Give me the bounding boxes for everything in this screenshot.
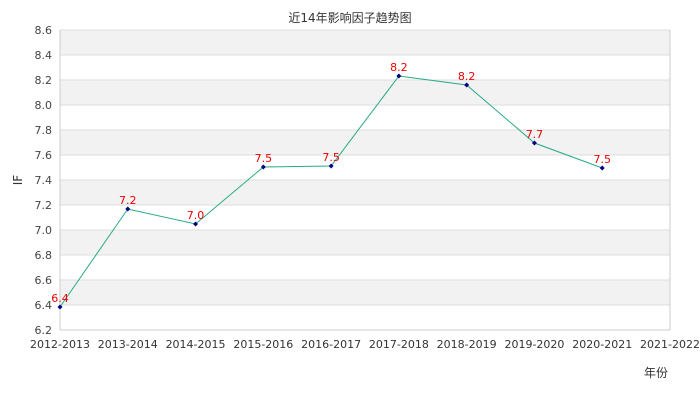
background-band bbox=[60, 180, 670, 205]
data-label: 8.2 bbox=[458, 70, 476, 83]
y-tick-label: 8.4 bbox=[35, 49, 53, 62]
background-band bbox=[60, 105, 670, 130]
y-tick-label: 8.0 bbox=[35, 99, 53, 112]
y-tick-label: 7.6 bbox=[35, 149, 53, 162]
background-band bbox=[60, 255, 670, 280]
x-tick-label: 2015-2016 bbox=[233, 338, 293, 351]
y-axis-label: IF bbox=[11, 175, 25, 186]
data-label: 7.2 bbox=[119, 194, 137, 207]
x-tick-label: 2012-2013 bbox=[30, 338, 90, 351]
axes bbox=[59, 30, 671, 331]
data-point-marker[interactable] bbox=[599, 165, 605, 171]
data-point-marker[interactable] bbox=[260, 164, 266, 170]
y-tick-label: 7.0 bbox=[35, 224, 53, 237]
y-tick-label: 7.4 bbox=[35, 174, 53, 187]
x-axis-label: 年份 bbox=[644, 366, 668, 380]
chart-title: 近14年影响因子趋势图 bbox=[288, 11, 412, 25]
x-tick-label: 2019-2020 bbox=[504, 338, 564, 351]
y-tick-label: 7.8 bbox=[35, 124, 53, 137]
data-point-marker[interactable] bbox=[328, 163, 334, 169]
background-band bbox=[60, 80, 670, 105]
data-label: 7.7 bbox=[526, 128, 544, 141]
y-tick-label: 8.6 bbox=[35, 24, 53, 37]
data-label: 7.5 bbox=[322, 151, 340, 164]
y-tick-label: 6.6 bbox=[35, 274, 53, 287]
background-band bbox=[60, 55, 670, 80]
data-point-marker[interactable] bbox=[464, 82, 470, 88]
background-band bbox=[60, 130, 670, 155]
background-bands bbox=[60, 30, 670, 330]
x-tick-label: 2014-2015 bbox=[166, 338, 226, 351]
data-label: 7.5 bbox=[255, 152, 273, 165]
x-tick-label: 2021-2022 bbox=[640, 338, 700, 351]
x-tick-label: 2017-2018 bbox=[369, 338, 429, 351]
background-band bbox=[60, 280, 670, 305]
y-tick-label: 8.2 bbox=[35, 74, 53, 87]
background-band bbox=[60, 205, 670, 230]
background-band bbox=[60, 230, 670, 255]
background-band bbox=[60, 30, 670, 55]
background-band bbox=[60, 305, 670, 330]
data-point-marker[interactable] bbox=[193, 221, 199, 227]
data-label: 6.4 bbox=[51, 292, 69, 305]
x-tick-label: 2018-2019 bbox=[437, 338, 497, 351]
background-band bbox=[60, 155, 670, 180]
data-label: 7.5 bbox=[593, 153, 611, 166]
y-axis-ticks: 6.2 6.4 6.6 6.8 7.0 7.2 7.4 7.6 7.8 8.0 8.2 8.4 8.6 bbox=[35, 24, 53, 337]
data-point-marker[interactable] bbox=[57, 304, 63, 310]
x-tick-label: 2020-2021 bbox=[572, 338, 632, 351]
x-tick-label: 2013-2014 bbox=[98, 338, 158, 351]
x-tick-label: 2016-2017 bbox=[301, 338, 361, 351]
y-tick-label: 7.2 bbox=[35, 199, 53, 212]
data-point-marker[interactable] bbox=[125, 206, 131, 212]
y-tick-label: 6.2 bbox=[35, 324, 53, 337]
data-point-marker[interactable] bbox=[396, 73, 402, 79]
data-label: 8.2 bbox=[390, 61, 408, 74]
x-axis-ticks: 2012-2013 2013-2014 2014-2015 2015-2016 2016… bbox=[30, 338, 700, 351]
data-point-marker[interactable] bbox=[531, 140, 537, 146]
data-label: 7.0 bbox=[187, 209, 205, 222]
y-tick-label: 6.8 bbox=[35, 249, 53, 262]
y-tick-label: 6.4 bbox=[35, 299, 53, 312]
data-series: 6.4 7.2 7.0 7.5 7.5 8.2 8.2 7.7 7.5 bbox=[51, 61, 611, 310]
